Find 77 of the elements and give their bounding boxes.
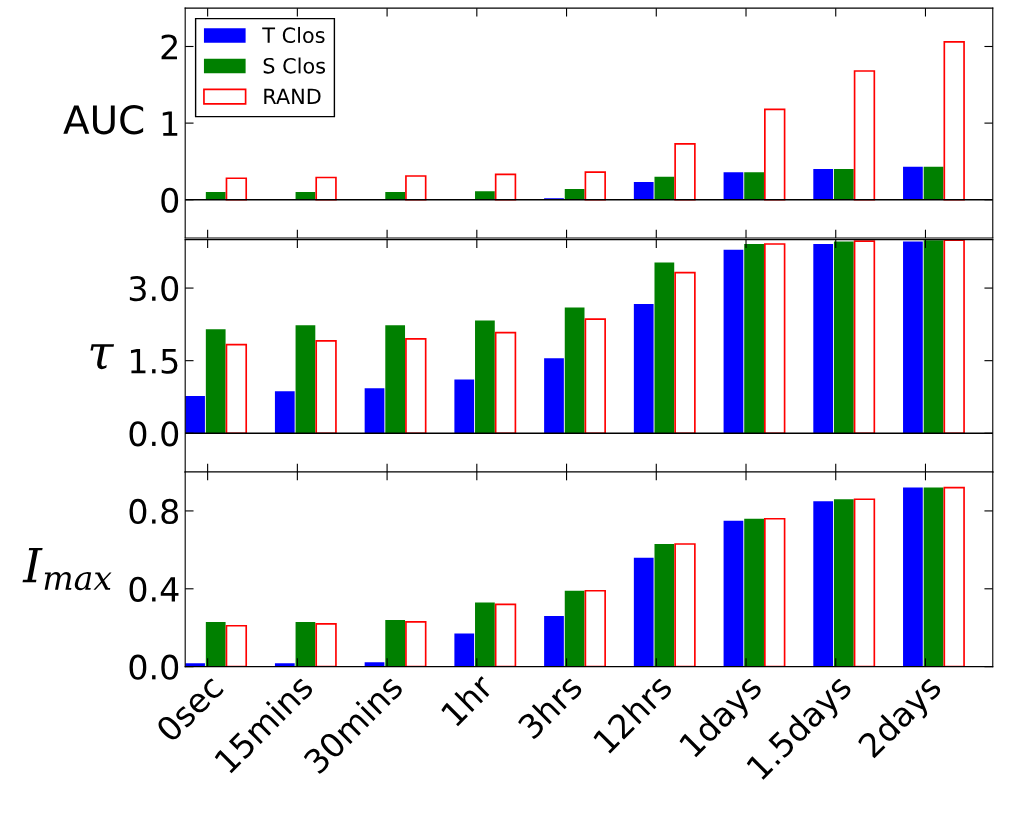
bar <box>205 621 226 667</box>
legend-label: RAND <box>264 88 321 104</box>
y-axis-title: I$_{max}$ <box>22 547 112 591</box>
bar <box>385 619 406 667</box>
bar <box>654 176 675 200</box>
x-tick-label: 1hr <box>439 671 495 727</box>
bar <box>454 379 475 434</box>
bar <box>853 240 876 435</box>
bar <box>185 396 205 434</box>
bar <box>833 169 854 200</box>
bar <box>295 325 316 434</box>
bar <box>475 602 495 667</box>
y-tick-label: 1 <box>162 111 178 136</box>
y-tick-label: 2 <box>161 34 177 60</box>
bar <box>633 304 654 434</box>
y-tick-label: 3.0 <box>129 276 179 302</box>
bar <box>723 249 744 434</box>
bar <box>494 331 517 435</box>
bar <box>205 329 226 434</box>
bar <box>923 240 944 434</box>
bar <box>225 177 248 201</box>
bar <box>315 339 337 435</box>
bar <box>475 320 495 434</box>
bar <box>764 243 786 435</box>
bar <box>813 501 834 667</box>
bar <box>833 499 854 667</box>
bar <box>364 388 385 434</box>
bar <box>744 172 764 200</box>
bar <box>744 244 764 434</box>
y-tick-label: 0.8 <box>129 498 179 525</box>
bar <box>654 262 675 434</box>
bar <box>923 487 944 667</box>
bar <box>723 172 744 200</box>
bar <box>903 166 923 200</box>
bar <box>903 487 923 667</box>
bar <box>903 241 923 434</box>
bar <box>564 590 585 667</box>
bar <box>654 544 675 667</box>
y-tick-label: 0.4 <box>129 576 179 602</box>
bar <box>454 633 475 667</box>
bar <box>225 343 248 435</box>
bar <box>923 166 944 200</box>
y-tick-label: 0 <box>161 187 179 213</box>
bar <box>584 171 606 201</box>
bar <box>544 616 564 667</box>
bar <box>674 271 696 435</box>
bar <box>813 244 834 434</box>
y-tick-label: 0.0 <box>129 654 179 680</box>
legend-label: T Clos <box>262 26 325 44</box>
bar <box>494 173 517 201</box>
bar <box>833 241 854 434</box>
bar <box>405 338 427 435</box>
bar <box>544 358 564 434</box>
bar <box>385 325 406 434</box>
bar <box>633 557 654 667</box>
bar <box>813 169 834 200</box>
bar <box>564 307 585 434</box>
y-axis-title: τ <box>90 344 115 370</box>
bar <box>764 108 786 201</box>
y-tick-label: 0.0 <box>129 421 179 447</box>
bar <box>295 621 316 667</box>
bar <box>584 318 606 435</box>
bar <box>315 176 337 201</box>
legend-label: S Clos <box>263 57 326 74</box>
bar <box>274 663 295 667</box>
y-tick-label: 1.5 <box>130 349 178 374</box>
y-axis-title: AUC <box>63 104 144 135</box>
bar <box>274 391 295 434</box>
bar <box>674 142 696 201</box>
bar <box>744 518 764 667</box>
bar <box>853 70 876 201</box>
bar <box>943 239 965 435</box>
bar <box>405 175 427 201</box>
bar <box>723 520 744 667</box>
bar <box>633 182 654 200</box>
bar <box>943 41 965 201</box>
bar <box>564 189 585 200</box>
